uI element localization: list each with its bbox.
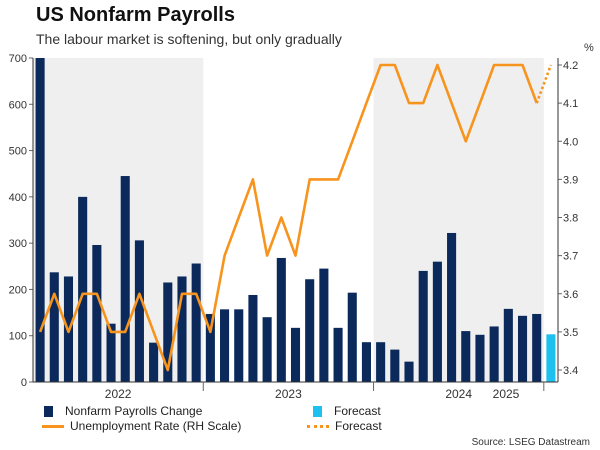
payroll-bar — [432, 261, 442, 382]
unemployment-forecast-line — [535, 64, 553, 104]
payroll-bar — [106, 323, 116, 382]
chart-title: US Nonfarm Payrolls — [36, 4, 235, 26]
payroll-bar — [319, 268, 329, 382]
payroll-bar — [361, 342, 371, 382]
left-tick-label: 300 — [9, 238, 27, 250]
payroll-bar — [92, 244, 102, 382]
legend-payrolls-swatch — [44, 405, 53, 417]
payroll-bar — [475, 334, 485, 382]
legend-payrolls-label: Nonfarm Payrolls Change — [65, 404, 203, 418]
left-tick-label: 0 — [21, 377, 27, 389]
payroll-bar — [205, 313, 215, 382]
payroll-bar — [333, 327, 343, 382]
right-tick-label: 3.8 — [563, 213, 578, 225]
payroll-bar — [503, 308, 513, 382]
legend-payrolls: Nonfarm Payrolls Change — [44, 404, 202, 418]
x-year-label: 2024 — [445, 387, 472, 401]
left-tick-label: 600 — [9, 99, 27, 111]
right-tick-label: 3.6 — [563, 289, 578, 301]
left-tick-label: 100 — [9, 331, 27, 343]
left-tick-label: 400 — [9, 192, 27, 204]
payroll-bar — [461, 331, 471, 382]
x-year-label: 2022 — [105, 387, 132, 401]
x-year-label: 2025 — [493, 387, 520, 401]
payroll-bar — [78, 196, 88, 382]
payroll-bar — [276, 257, 286, 382]
legend-unemployment-label: Unemployment Rate (RH Scale) — [70, 419, 242, 433]
right-tick-label: 3.4 — [563, 365, 578, 377]
legend-line-forecast-swatch — [307, 424, 329, 428]
legend-unemployment-swatch — [42, 424, 64, 428]
payroll-bar — [517, 315, 528, 382]
left-tick-label: 500 — [9, 146, 27, 158]
payroll-bar — [305, 279, 315, 382]
payroll-bar — [390, 349, 400, 382]
payroll-bar — [191, 263, 201, 382]
right-tick-label: 4.2 — [563, 60, 578, 72]
payroll-bar — [120, 176, 130, 382]
legend-bar-forecast: Forecast — [313, 404, 381, 418]
source-note: Source: LSEG Datastream — [471, 437, 590, 448]
left-tick-label: 700 — [9, 53, 27, 65]
payroll-bar — [163, 282, 173, 382]
x-year-label: 2023 — [275, 387, 302, 401]
right-tick-label: 4.0 — [563, 136, 578, 148]
legend-bar-forecast-label: Forecast — [334, 404, 381, 418]
right-tick-label: 4.1 — [563, 98, 578, 110]
legend-line-forecast: Forecast — [307, 419, 382, 433]
payroll-bar — [447, 232, 457, 382]
shaded-band-2024 — [373, 58, 544, 382]
right-tick-label: 3.9 — [563, 174, 578, 186]
payroll-bar — [376, 342, 386, 382]
payroll-bar — [532, 313, 542, 382]
payroll-bar — [404, 361, 414, 382]
payroll-bar — [35, 58, 45, 382]
payroll-bar — [49, 272, 59, 382]
payroll-bar — [134, 240, 144, 382]
legend-bar-forecast-swatch — [313, 405, 322, 417]
left-tick-label: 200 — [9, 284, 27, 296]
right-tick-label: 3.5 — [563, 327, 578, 339]
payroll-bar — [262, 317, 272, 382]
right-axis-unit: % — [584, 42, 594, 54]
unemployment-line — [38, 63, 538, 372]
payroll-bar — [234, 309, 244, 382]
payroll-bar — [248, 294, 258, 382]
payroll-bar — [220, 309, 230, 382]
chart-subtitle: The labour market is softening, but only… — [36, 31, 342, 47]
payroll-forecast-bar — [546, 334, 556, 382]
payroll-bar — [489, 326, 499, 382]
payroll-bar — [418, 270, 428, 382]
payroll-bar — [290, 327, 301, 382]
payroll-bar — [177, 276, 187, 382]
legend-unemployment: Unemployment Rate (RH Scale) — [42, 419, 241, 433]
legend-line-forecast-label: Forecast — [335, 419, 382, 433]
payroll-bar — [347, 292, 357, 382]
right-tick-label: 3.7 — [563, 251, 578, 263]
payroll-bar — [149, 342, 159, 382]
